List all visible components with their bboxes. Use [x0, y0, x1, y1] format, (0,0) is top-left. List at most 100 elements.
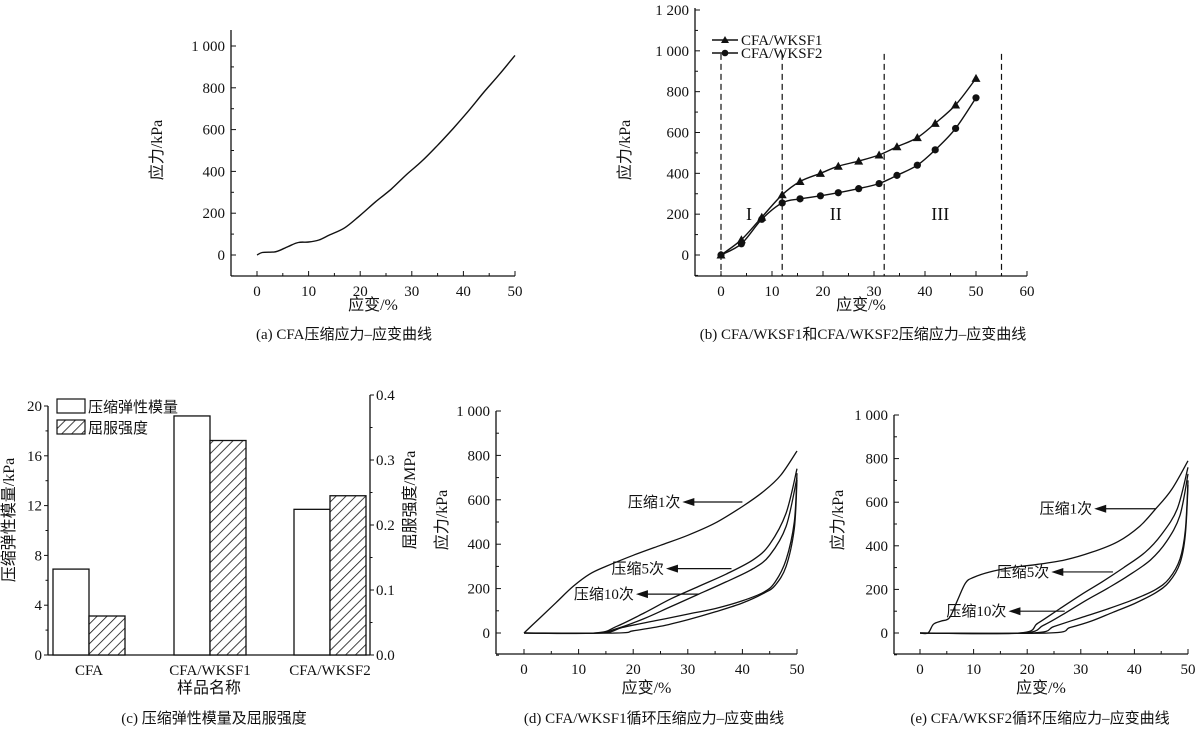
panel-d-y-tick-label: 0	[483, 626, 491, 642]
legend-label-modulus: 压缩弹性模量	[88, 399, 178, 416]
data-point-cfa-wksf2	[913, 161, 921, 169]
panel-e-cycle-curve	[919, 480, 1189, 635]
panel-a-y-tick-label: 600	[203, 123, 226, 139]
panel-c-y-tick-label-left: 16	[27, 449, 43, 465]
panel-d-cycle-curve	[523, 450, 798, 634]
panel-e-cycle-curve	[919, 473, 1189, 635]
panel-d-y-tick-label: 1 000	[456, 404, 490, 420]
panel-c-y-tick-label-left: 12	[27, 499, 42, 515]
panel-d-x-tick-label: 0	[520, 662, 528, 678]
panel-e-annotation-label: 压缩1次	[1040, 501, 1093, 518]
panel-d-x-axis-title: 应变/%	[622, 678, 672, 697]
panel-e-caption: (e) CFA/WKSF2循环压缩应力–应变曲线	[910, 709, 1169, 727]
panel-d-y-tick-label: 400	[468, 537, 491, 553]
panel-a-caption: (a) CFA压缩应力–应变曲线	[256, 325, 432, 343]
panel-c-y-tick-label-right: 0.1	[376, 583, 395, 599]
panel-c-y-axis-title-left: 压缩弹性模量/kPa	[0, 458, 18, 582]
data-point-cfa-wksf2	[875, 179, 883, 188]
legend-label-wksf1: CFA/WKSF1	[741, 33, 822, 49]
panel-e-x-tick-label: 40	[1127, 662, 1142, 678]
data-point-cfa-wksf1	[777, 190, 787, 199]
panel-e-y-axis-title: 应力/kPa	[828, 490, 847, 550]
panel-e-cycle-curve	[919, 467, 1189, 635]
panel-d-cycle-curve	[523, 468, 798, 635]
panel-e-annotation-label: 压缩5次	[997, 564, 1050, 581]
panel-e-x-tick-label: 50	[1181, 662, 1196, 678]
panel-e-cycle-curve	[919, 460, 1189, 635]
panel-b-x-tick-label: 60	[1020, 284, 1035, 300]
bar-yield-strength-cfa-wksf2	[329, 495, 367, 656]
region-label-3: III	[931, 204, 949, 224]
panel-c-y-axis-title-right: 屈服强度/MPa	[401, 451, 419, 550]
data-point-cfa-wksf1	[971, 73, 981, 82]
panel-e-x-tick-label: 0	[916, 662, 924, 678]
panel-b-caption: (b) CFA/WKSF1和CFA/WKSF2压缩应力–应变曲线	[700, 325, 1027, 343]
panel-b-y-tick-label: 0	[682, 248, 690, 264]
panel-c-y-tick-label-left: 4	[35, 598, 43, 614]
panel-d-x-tick-label: 10	[571, 662, 586, 678]
panel-b-y-tick-label: 1 000	[655, 44, 689, 60]
data-point-cfa-wksf2	[855, 185, 863, 193]
series-line-cfa-wksf1	[720, 77, 977, 256]
arrow-left-icon	[665, 564, 678, 573]
legend-marker-circle-icon	[721, 49, 729, 57]
panel-a-y-axis-title: 应力/kPa	[147, 120, 166, 180]
panel-d-y-tick-label: 600	[468, 493, 491, 509]
data-point-cfa-wksf1	[912, 133, 922, 142]
region-label-1: I	[746, 204, 752, 224]
panel-d-y-axis-title: 应力/kPa	[432, 490, 451, 550]
data-point-cfa-wksf1	[833, 161, 843, 170]
data-point-cfa-wksf2	[737, 240, 746, 248]
panel-b-y-tick-label: 400	[667, 166, 690, 182]
panel-c-y-tick-label-left: 20	[27, 399, 42, 415]
panel-e-y-tick-label: 400	[866, 539, 889, 555]
legend-marker-triangle-icon	[721, 36, 729, 43]
data-point-cfa-wksf2	[834, 189, 842, 197]
legend-swatch-yield-icon	[56, 419, 86, 435]
panel-a-x-tick-label: 0	[253, 284, 261, 300]
panel-d-caption: (d) CFA/WKSF1循环压缩应力–应变曲线	[524, 709, 784, 727]
panel-b-y-tick-label: 600	[667, 126, 690, 142]
panel-e-x-axis-title: 应变/%	[1016, 678, 1066, 697]
data-point-cfa-wksf2	[893, 171, 901, 179]
data-point-cfa-wksf2	[972, 94, 980, 102]
region-label-2: II	[830, 204, 842, 224]
panel-a-x-tick-label: 30	[404, 284, 419, 300]
data-point-cfa-wksf1	[874, 150, 884, 159]
legend-label-wksf2: CFA/WKSF2	[741, 46, 822, 62]
panel-e-y-tick-label: 0	[881, 626, 889, 642]
data-point-cfa-wksf2	[758, 215, 766, 223]
data-point-cfa-wksf2	[931, 146, 939, 154]
panel-d-x-tick-label: 30	[680, 662, 695, 678]
panel-d-annotation-label: 压缩5次	[611, 561, 664, 578]
panel-e-y-tick-label: 800	[866, 452, 889, 468]
panel-e-y-tick-label: 600	[866, 495, 889, 511]
panel-a-y-tick-label: 800	[203, 81, 226, 97]
panel-a-y-tick-label: 400	[203, 164, 226, 180]
data-point-cfa-wksf1	[951, 100, 961, 109]
panel-d-annotation-label: 压缩1次	[628, 494, 681, 511]
arrow-left-icon	[1051, 567, 1064, 576]
legend-label-yield: 屈服强度	[88, 420, 148, 437]
panel-d-y-tick-label: 200	[468, 582, 491, 598]
panel-c-y-tick-label-left: 8	[35, 548, 43, 564]
panel-b-y-axis-title: 应力/kPa	[615, 120, 634, 180]
panel-e-x-tick-label: 30	[1073, 662, 1088, 678]
panel-e-y-tick-label: 1 000	[854, 408, 888, 424]
panel-a-y-tick-label: 0	[218, 248, 226, 264]
panel-c-y-tick-label-right: 0.0	[376, 648, 395, 664]
arrow-left-icon	[635, 590, 648, 599]
panel-a-y-tick-label: 200	[203, 206, 226, 222]
panel-d-wksf1-cyclic: 0 10 20 30 40 50 0 200 400 600 800 1 000 应变/% 应力/kPa (…	[432, 404, 805, 727]
panel-b-x-tick-label: 30	[867, 284, 882, 300]
data-point-cfa-wksf1	[854, 156, 864, 165]
panel-e-y-tick-label: 200	[866, 582, 889, 598]
panel-a-x-axis-title: 应变/%	[348, 295, 398, 314]
data-point-cfa-wksf1	[892, 142, 902, 151]
bar-modulus-cfa-wksf2	[293, 508, 331, 656]
bar-yield-strength-cfa	[88, 615, 126, 656]
panel-a-y-tick-label: 1 000	[191, 39, 225, 55]
panel-b-y-tick-label: 800	[667, 85, 690, 101]
panel-e-x-tick-label: 10	[966, 662, 981, 678]
